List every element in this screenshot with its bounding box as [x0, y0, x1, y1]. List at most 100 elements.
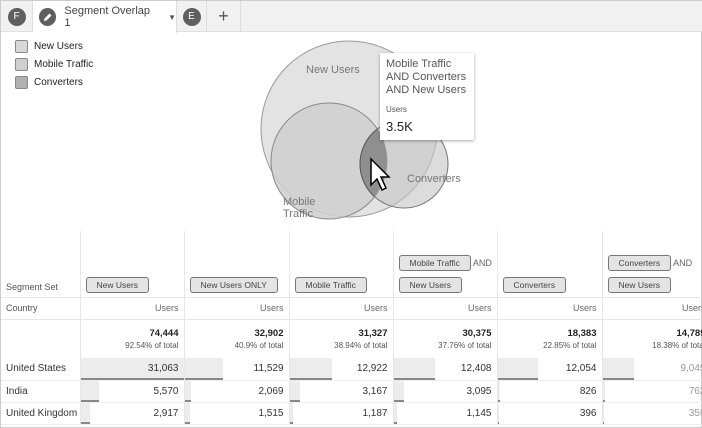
value-cell: 3,167: [289, 380, 394, 403]
venn-diagram: New Users Converters Mobile Traffic: [260, 40, 461, 220]
segment-pill[interactable]: New Users: [398, 276, 463, 293]
segment-header: New Users ONLY: [184, 231, 290, 297]
tooltip-title-line: AND New Users: [386, 84, 467, 96]
country-cell: India: [1, 380, 81, 403]
metric-header[interactable]: Users: [497, 297, 603, 319]
table-row[interactable]: India 5,570 2,069 3,167 3,095 826 762: [1, 380, 702, 403]
segment-pill[interactable]: New Users: [607, 276, 672, 293]
tab-segment-overlap[interactable]: Segment Overlap 1 ▼: [33, 1, 177, 33]
value-cell: 826: [497, 380, 603, 403]
legend-label: New Users: [34, 40, 83, 52]
total-value: 30,375: [462, 327, 492, 339]
segment-header: New Users: [80, 231, 185, 297]
value-bar: [602, 380, 606, 401]
metric-header[interactable]: Users: [602, 297, 702, 319]
value-text: 1,145: [466, 407, 492, 419]
segment-pill[interactable]: Converters: [502, 276, 567, 293]
total-value: 74,444: [149, 327, 179, 339]
value-bar: [184, 358, 224, 379]
legend-item[interactable]: New Users: [15, 37, 93, 55]
chevron-down-icon[interactable]: ▼: [168, 12, 176, 22]
metric-header[interactable]: Users: [184, 297, 290, 319]
tab-e[interactable]: E: [177, 1, 207, 32]
value-cell: 9,045: [602, 358, 702, 381]
pencil-icon[interactable]: [39, 8, 57, 26]
segment-pill[interactable]: New Users ONLY: [189, 276, 278, 293]
segment-pill[interactable]: New Users: [85, 276, 150, 293]
value-cell: 2,069: [184, 380, 290, 403]
value-cell: 1,515: [184, 402, 290, 425]
segment-pill[interactable]: Converters: [607, 254, 672, 271]
value-cell: 12,054: [497, 358, 603, 381]
value-text: 9,045: [680, 363, 702, 375]
value-bar: [289, 402, 294, 423]
value-bar: [80, 358, 183, 379]
cursor-icon: [370, 157, 391, 192]
venn-tooltip: Mobile Traffic AND Converters AND New Us…: [380, 53, 474, 140]
segment-set-label: Segment Set: [1, 231, 81, 297]
value-text: 762: [688, 385, 702, 397]
total-pct: 18.38% of total: [652, 340, 702, 350]
total-pct: 38.94% of total: [334, 340, 388, 350]
value-cell: 396: [497, 402, 603, 425]
value-cell: 3,095: [393, 380, 498, 403]
value-bar: [184, 402, 190, 423]
value-text: 2,917: [153, 407, 179, 419]
value-bar: [497, 402, 499, 423]
value-cell: 31,063: [80, 358, 185, 381]
value-text: 359: [688, 407, 702, 419]
legend-swatch: [15, 57, 28, 71]
legend-label: Mobile Traffic: [34, 58, 94, 70]
value-text: 3,095: [466, 385, 492, 397]
total-pct: 37.76% of total: [438, 340, 492, 350]
metric-header[interactable]: Users: [289, 297, 394, 319]
value-text: 1,515: [258, 407, 284, 419]
segment-header: Mobile Traffic: [289, 231, 394, 297]
value-cell: 5,570: [80, 380, 185, 403]
tooltip-title-line: Mobile Traffic: [386, 58, 452, 70]
value-bar: [289, 380, 300, 401]
total-pct: 92.54% of total: [125, 340, 179, 350]
tooltip-title-line: AND Converters: [386, 71, 467, 83]
value-bar: [184, 380, 192, 401]
value-text: 3,167: [362, 385, 388, 397]
value-cell: 11,529: [184, 358, 290, 381]
table-row[interactable]: United States 31,063 11,529 12,922 12,408 12,…: [1, 358, 702, 381]
value-cell: 1,145: [393, 402, 498, 425]
dimension-label: Country: [1, 297, 81, 319]
venn-label-mobile: Mobile Traffic: [283, 196, 315, 220]
value-bar: [602, 402, 604, 423]
metric-header[interactable]: Users: [393, 297, 498, 319]
segment-pill[interactable]: Mobile Traffic: [398, 254, 471, 271]
legend-item[interactable]: Converters: [15, 73, 93, 91]
venn-label-converters: Converters: [407, 173, 461, 185]
tooltip-metric: Users: [386, 105, 407, 114]
column-total: 74,444 92.54% of total: [80, 319, 185, 358]
segment-pill[interactable]: Mobile Traffic: [294, 276, 367, 293]
table-row[interactable]: United Kingdom 2,917 1,515 1,187 1,145 396 359: [1, 402, 702, 425]
value-bar: [393, 358, 435, 379]
column-total: 32,902 40.9% of total: [184, 319, 290, 358]
column-total: 18,383 22.85% of total: [497, 319, 603, 358]
add-tab-button[interactable]: +: [207, 1, 241, 32]
and-label: AND: [472, 257, 492, 268]
value-cell: 2,917: [80, 402, 185, 425]
user-avatar[interactable]: F: [1, 1, 33, 32]
legend-swatch: [15, 75, 28, 89]
metric-header[interactable]: Users: [80, 297, 185, 319]
legend-swatch: [15, 39, 28, 53]
total-pct: 40.9% of total: [234, 340, 284, 350]
total-pct: 22.85% of total: [543, 340, 597, 350]
value-text: 5,570: [153, 385, 179, 397]
tab-bar: F Segment Overlap 1 ▼ E +: [1, 1, 702, 33]
country-cell: United States: [1, 358, 81, 381]
segment-header: Converters AND New Users: [602, 231, 702, 297]
column-total: 30,375 37.76% of total: [393, 319, 498, 358]
tab-e-initial: E: [182, 7, 201, 26]
venn-label-new-users: New Users: [306, 64, 360, 76]
value-bar: [497, 358, 538, 379]
value-bar: [80, 380, 99, 401]
legend-item[interactable]: Mobile Traffic: [15, 55, 93, 73]
value-bar: [393, 402, 398, 423]
value-text: 12,922: [356, 363, 388, 375]
